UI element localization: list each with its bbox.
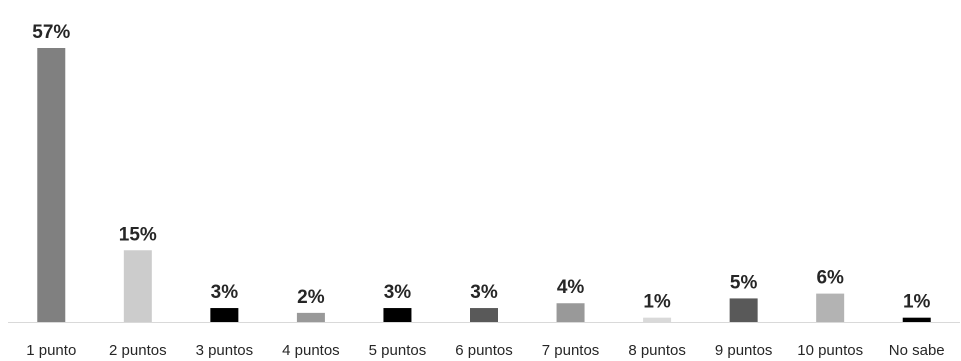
value-label-4: 2% <box>297 287 325 308</box>
bars-layer <box>37 48 931 323</box>
bar-4 <box>296 312 325 323</box>
bar-11 <box>902 317 931 323</box>
category-labels-layer: 1 punto 2 puntos 3 puntos 4 puntos 5 puntos 6… <box>26 342 944 359</box>
category-label-4: 4 puntos <box>282 342 340 359</box>
value-labels-layer: 57% 15% 3% 2% 3% 3% 4% 1% 5% 6% 1% <box>32 22 930 313</box>
bar-1 <box>37 48 66 323</box>
category-label-5: 5 puntos <box>369 342 427 359</box>
category-label-1: 1 punto <box>26 342 76 359</box>
value-label-2: 15% <box>119 224 157 245</box>
bar-9 <box>729 298 758 323</box>
bar-6 <box>470 308 498 323</box>
value-label-7: 4% <box>557 277 585 298</box>
category-label-9: 9 puntos <box>715 342 773 359</box>
bar-8 <box>643 317 672 323</box>
category-label-7: 7 puntos <box>542 342 600 359</box>
value-label-9: 5% <box>730 272 758 293</box>
value-label-11: 1% <box>903 292 931 313</box>
category-label-6: 6 puntos <box>455 342 513 359</box>
bar-2 <box>123 250 152 323</box>
bar-3 <box>210 308 239 323</box>
bar-7 <box>556 303 585 323</box>
value-label-8: 1% <box>643 292 671 313</box>
value-label-6: 3% <box>470 282 498 303</box>
value-label-5: 3% <box>384 282 412 303</box>
bar-10 <box>816 293 845 323</box>
bar-5 <box>383 308 412 323</box>
category-label-11: No sabe <box>889 342 945 359</box>
category-label-3: 3 puntos <box>196 342 254 359</box>
category-label-8: 8 puntos <box>628 342 686 359</box>
value-label-3: 3% <box>211 282 239 303</box>
value-label-10: 6% <box>816 268 844 289</box>
value-label-1: 57% <box>32 22 70 43</box>
category-label-2: 2 puntos <box>109 342 167 359</box>
category-label-10: 10 puntos <box>797 342 863 359</box>
